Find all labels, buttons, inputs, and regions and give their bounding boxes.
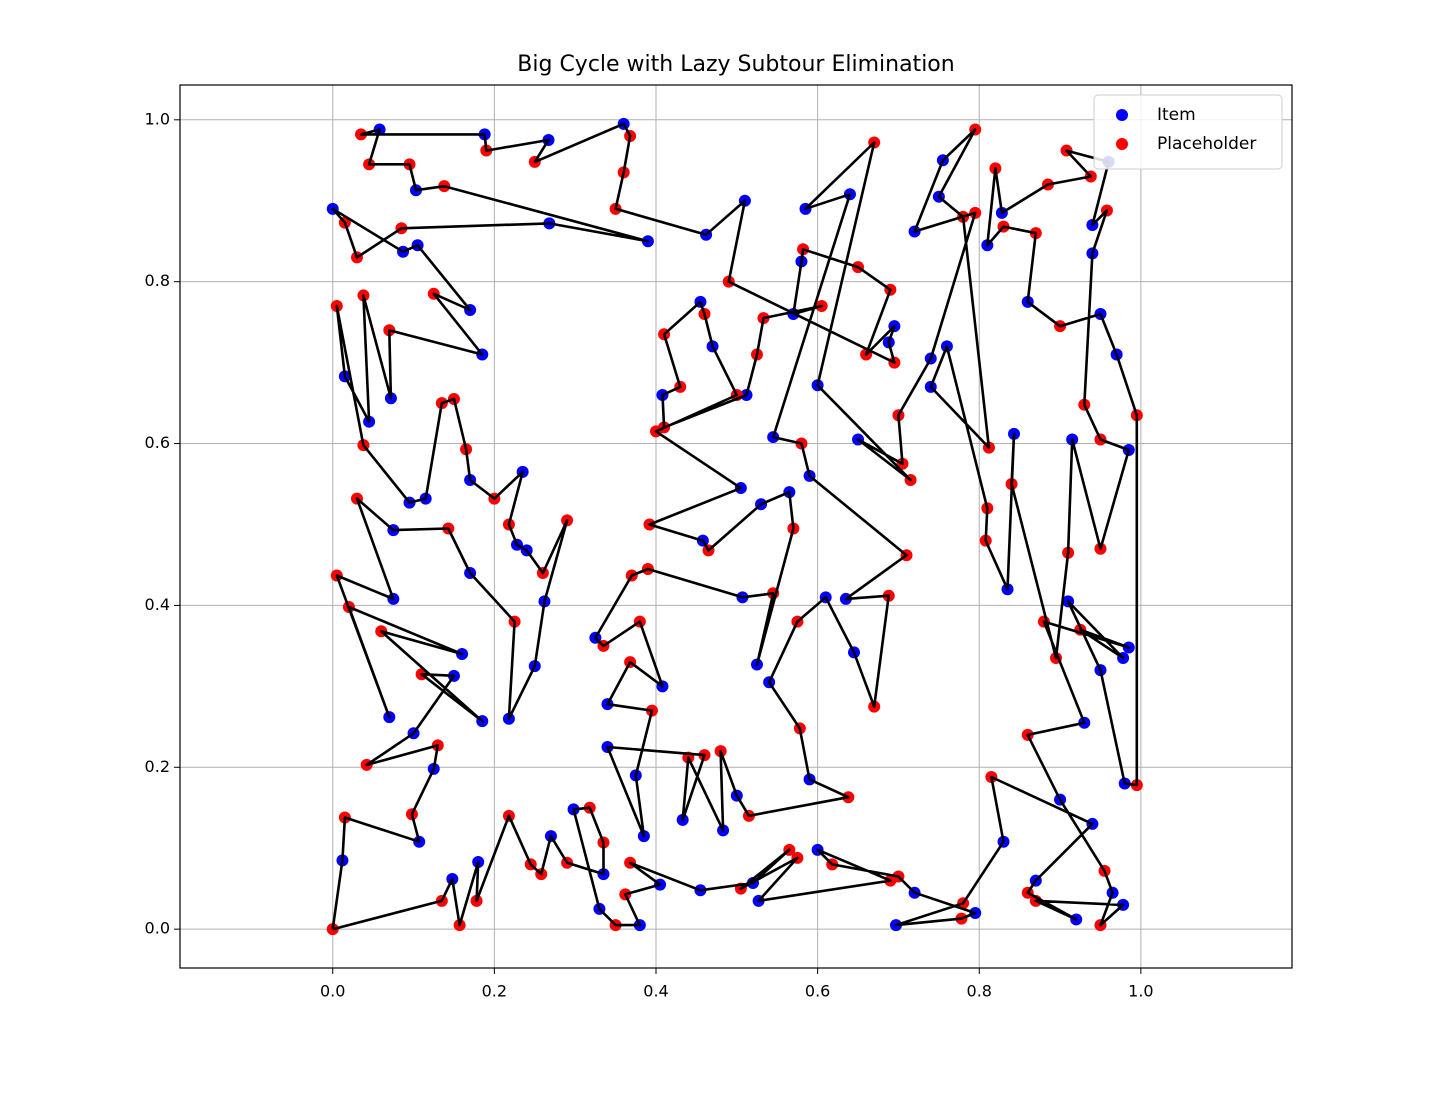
x-tick-label: 0.6 <box>805 982 830 1001</box>
y-tick-label: 0.0 <box>145 919 170 938</box>
x-tick-label: 0.0 <box>320 982 345 1001</box>
y-tick-label: 0.6 <box>145 433 170 452</box>
legend-label: Placeholder <box>1157 134 1256 154</box>
tour-line <box>331 122 1139 931</box>
legend-marker <box>1116 138 1128 150</box>
y-tick-label: 0.4 <box>145 595 170 614</box>
x-tick-label: 1.0 <box>1128 982 1153 1001</box>
x-tick-label: 0.4 <box>643 982 668 1001</box>
x-tick-label: 0.2 <box>482 982 507 1001</box>
chart-title: Big Cycle with Lazy Subtour Elimination <box>517 52 954 77</box>
y-tick-label: 0.8 <box>145 271 170 290</box>
x-tick-label: 0.8 <box>967 982 992 1001</box>
legend-label: Item <box>1157 105 1196 125</box>
legend-marker <box>1116 109 1128 121</box>
legend: Item Placeholder <box>1093 94 1283 170</box>
legend-box <box>1093 94 1283 170</box>
y-tick-label: 1.0 <box>145 109 170 128</box>
y-tick-label: 0.2 <box>145 757 170 776</box>
axes-frame <box>179 84 1293 969</box>
